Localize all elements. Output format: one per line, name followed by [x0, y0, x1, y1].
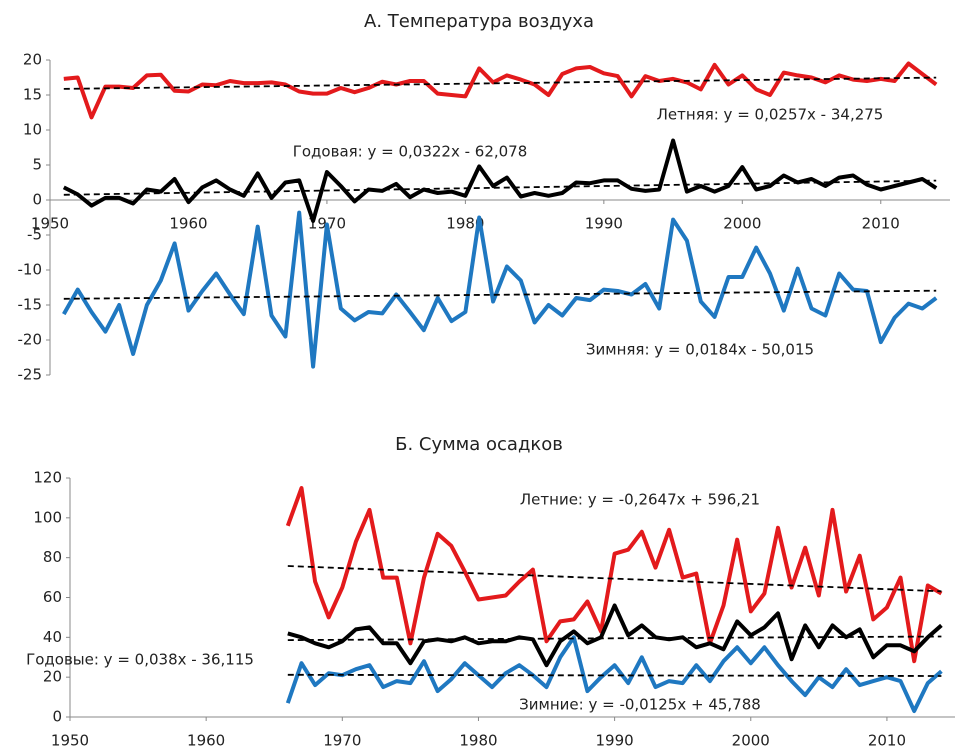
y-tick-label: 15 [23, 86, 42, 104]
series-line [287, 603, 943, 668]
y-tick-label: 80 [43, 548, 62, 566]
x-tick-label: 2010 [868, 732, 906, 749]
trend-line [287, 673, 942, 677]
trend-equation: Летняя: y = 0,0257x - 34,275 [657, 106, 884, 124]
trend-equation: Летние: y = -0,2647x + 596,21 [520, 491, 760, 509]
trend-equation: Годовые: y = 0,038x - 36,115 [26, 651, 254, 669]
y-tick-label: -20 [18, 331, 43, 349]
trend-line [63, 289, 937, 300]
x-tick-label: 1980 [446, 215, 484, 233]
y-tick-label: 20 [43, 668, 62, 686]
x-tick-label: 2000 [723, 215, 761, 233]
x-tick-label: 2010 [862, 215, 900, 233]
trend-line [287, 565, 942, 593]
trend-line [287, 635, 942, 641]
trend-line [63, 76, 937, 90]
chart-title: А. Температура воздуха [364, 11, 594, 32]
trend-equation: Годовая: y = 0,0322x - 62,078 [293, 143, 528, 161]
x-tick-label: 1990 [596, 732, 634, 749]
x-tick-label: 1990 [585, 215, 623, 233]
y-tick-label: 10 [23, 121, 42, 139]
trend-line [63, 179, 937, 196]
series-line [62, 138, 938, 223]
x-tick-label: 2000 [732, 732, 770, 749]
y-tick-label: 5 [32, 156, 42, 174]
series-line [63, 61, 938, 120]
y-tick-label: -25 [18, 366, 43, 384]
trend-equation: Зимние: y = -0,0125x + 45,788 [519, 696, 761, 714]
series-line [62, 210, 938, 369]
x-tick-label: 1960 [187, 732, 225, 749]
y-tick-label: 40 [43, 628, 62, 646]
x-tick-label: 1960 [169, 215, 207, 233]
series-line [285, 486, 943, 664]
y-tick-label: 0 [52, 708, 62, 726]
y-tick-label: -10 [18, 261, 43, 279]
y-tick-label: 60 [43, 588, 62, 606]
y-tick-label: 20 [23, 51, 42, 69]
x-tick-label: 1970 [323, 732, 361, 749]
y-tick-label: -5 [27, 226, 42, 244]
series-line [285, 635, 943, 713]
y-tick-label: 0 [32, 191, 42, 209]
x-tick-label: 1980 [459, 732, 497, 749]
x-tick-label: 1950 [51, 732, 89, 749]
y-tick-label: 120 [33, 469, 62, 487]
trend-equation: Зимняя: y = 0,0184x - 50,015 [586, 341, 814, 359]
chart-title: Б. Сумма осадков [395, 434, 563, 455]
y-tick-label: 100 [33, 508, 62, 526]
x-tick-label: 1950 [31, 215, 69, 233]
y-tick-label: -15 [18, 296, 43, 314]
